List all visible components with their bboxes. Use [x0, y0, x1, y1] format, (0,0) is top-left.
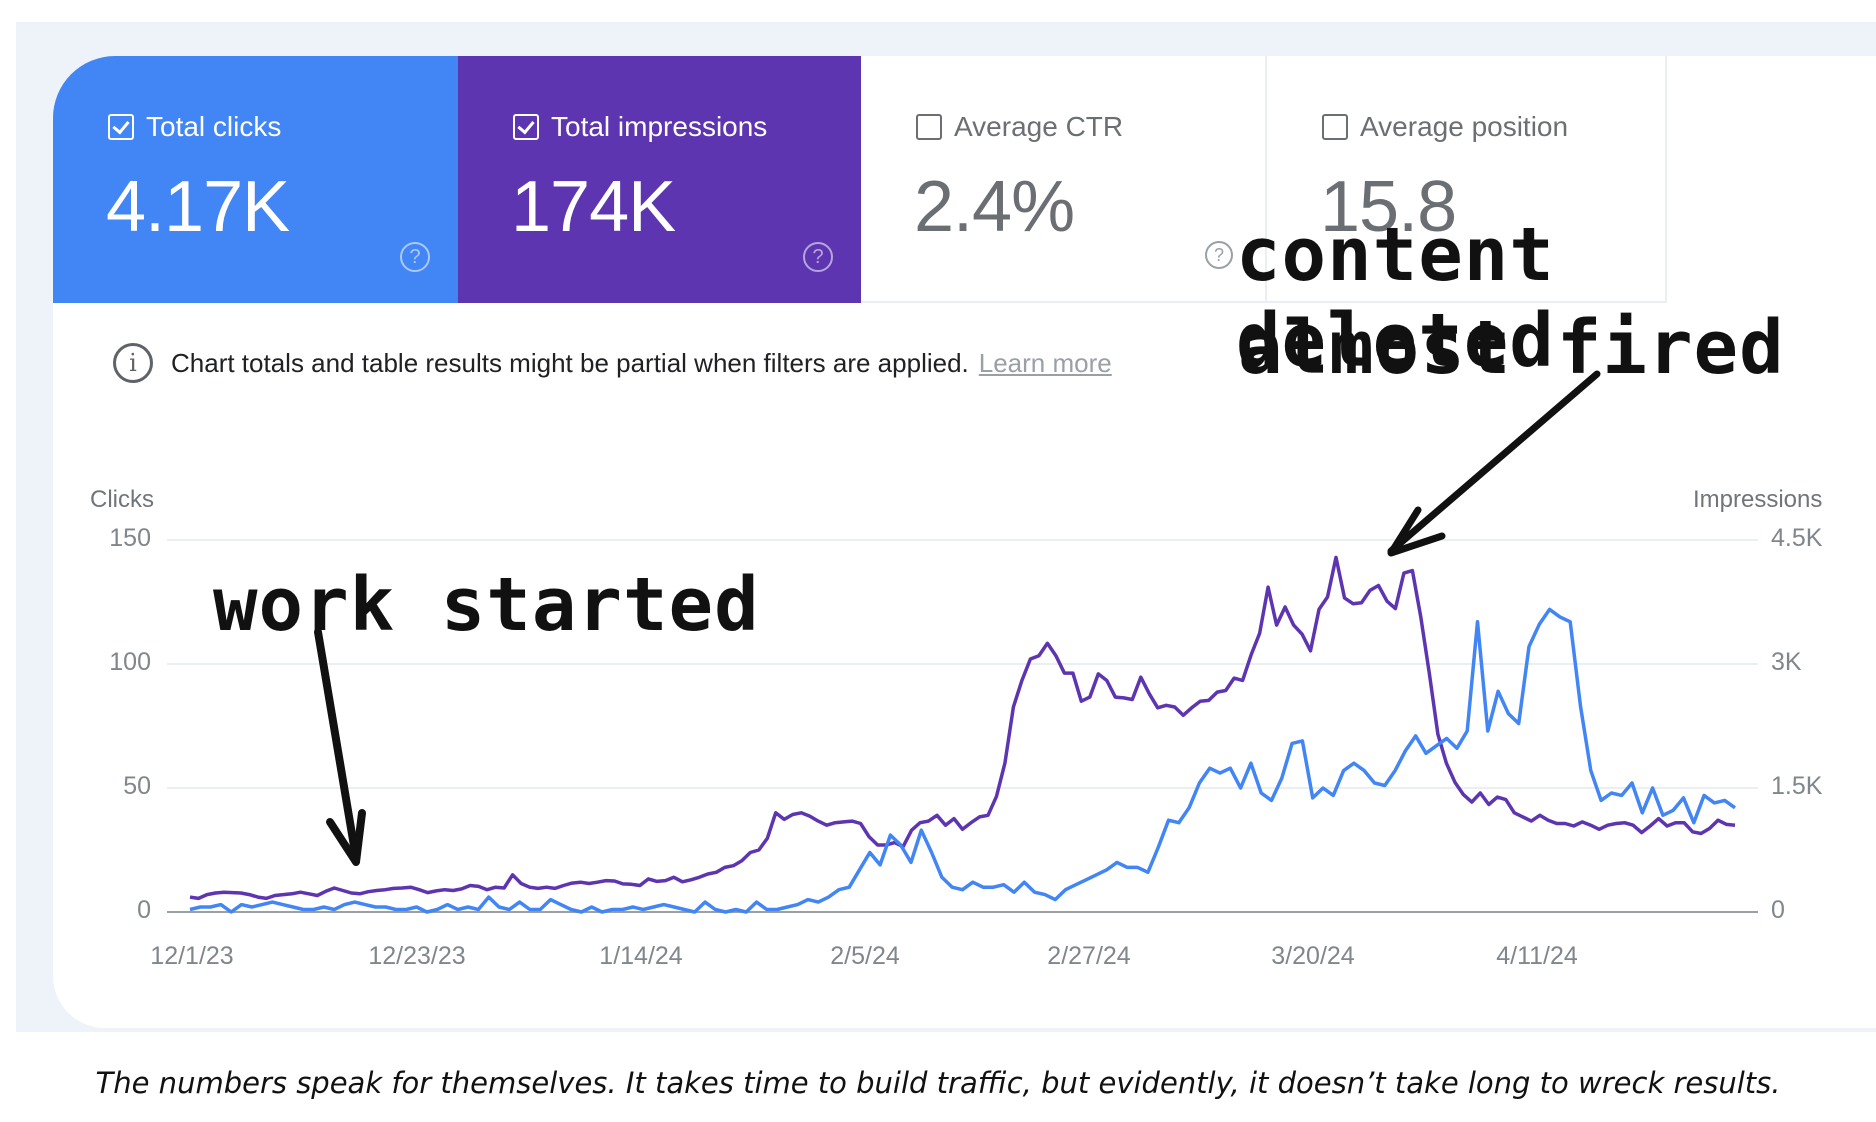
info-icon: i	[113, 343, 153, 383]
annotation-content-deleted: content deleted	[1236, 212, 1555, 384]
y-tick-right: 0	[1771, 896, 1785, 924]
x-tick: 12/23/23	[368, 942, 466, 970]
clicks-line[interactable]	[189, 607, 1737, 914]
checkbox-checked-icon[interactable]	[108, 114, 134, 140]
impressions-line[interactable]	[189, 555, 1736, 901]
x-tick: 12/1/23	[150, 942, 234, 970]
checkbox-unchecked-icon[interactable]	[1322, 114, 1348, 140]
metric-label: Average CTR	[916, 111, 1123, 143]
info-text: Chart totals and table results might be …	[171, 347, 969, 378]
gridlines	[167, 539, 1758, 789]
annotation-work-started: work started	[213, 562, 760, 648]
metric-tab-total-impressions[interactable]: Total impressions 174K ?	[458, 56, 861, 303]
metric-value: 4.17K	[106, 167, 290, 247]
metric-value: 2.4%	[914, 167, 1075, 247]
filter-info-notice: i Chart totals and table results might b…	[113, 343, 1112, 383]
metric-tab-total-clicks[interactable]: Total clicks 4.17K ?	[53, 56, 458, 303]
content-deleted-arrow-icon	[1387, 370, 1601, 557]
y-tick-right: 4.5K	[1771, 524, 1823, 552]
y-tick-right: 3K	[1771, 648, 1802, 676]
y-tick: 50	[123, 772, 151, 800]
performance-card: Total clicks 4.17K ? Total impressions 1…	[53, 56, 1876, 1028]
checkbox-unchecked-icon[interactable]	[916, 114, 942, 140]
annotation-almost-fired: almost fired	[1238, 305, 1785, 391]
x-tick: 1/14/24	[599, 942, 683, 970]
help-icon[interactable]: ?	[400, 242, 430, 272]
x-tick: 4/11/24	[1496, 942, 1578, 970]
x-tick: 2/27/24	[1047, 942, 1131, 970]
x-tick: 2/5/24	[830, 942, 900, 970]
checkbox-checked-icon[interactable]	[513, 114, 539, 140]
help-icon[interactable]: ?	[1205, 241, 1233, 269]
metric-label: Total clicks	[108, 111, 281, 143]
left-axis-title: Clicks	[90, 486, 154, 513]
metric-tab-average-position[interactable]: Average position 15.8 ?	[1205, 56, 1667, 303]
x-tick: 3/20/24	[1271, 942, 1355, 970]
y-tick: 150	[109, 524, 151, 552]
y-tick: 0	[137, 896, 151, 924]
learn-more-link[interactable]: Learn more	[978, 347, 1112, 378]
y-tick-right: 1.5K	[1771, 772, 1823, 800]
figure-caption: The numbers speak for themselves. It tak…	[95, 1066, 1781, 1100]
metric-label: Total impressions	[513, 111, 767, 143]
right-axis-title: Impressions	[1693, 486, 1823, 513]
metric-value: 174K	[511, 167, 676, 247]
help-icon[interactable]: ?	[803, 242, 833, 272]
work-started-arrow-icon	[314, 628, 366, 866]
y-tick: 100	[109, 648, 151, 676]
metric-value: 15.8	[1320, 167, 1457, 247]
metric-tab-average-ctr[interactable]: Average CTR 2.4%	[861, 56, 1265, 303]
metric-label: Average position	[1322, 111, 1568, 143]
